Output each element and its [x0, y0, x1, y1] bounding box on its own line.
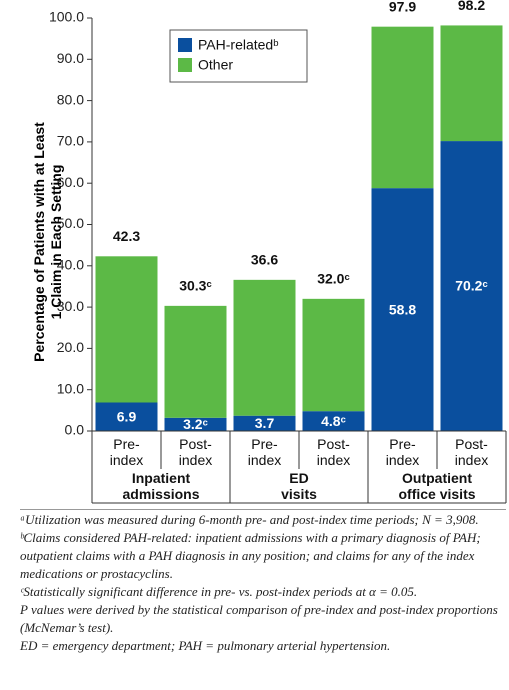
legend-label: PAH-relatedᵇ — [198, 37, 279, 53]
group-label: Outpatient office visits — [398, 470, 476, 502]
y-tick-label: 30.0 — [57, 298, 84, 314]
y-axis-label: Percentage of Patients with at Least 1 C… — [31, 122, 64, 362]
footnote: P values were derived by the statistical… — [20, 602, 498, 635]
bar-value-label: 70.2ᶜ — [455, 278, 488, 294]
x-tick-label: Post- index — [178, 436, 213, 468]
footnote: ᵃUtilization was measured during 6-month… — [20, 512, 479, 527]
footnotes: ᵃUtilization was measured during 6-month… — [20, 511, 506, 655]
bar-segment — [371, 26, 434, 189]
bar-segment — [302, 411, 365, 431]
legend-label: Other — [198, 57, 233, 73]
bar-segment — [440, 25, 503, 142]
total-label: 42.3 — [113, 228, 140, 244]
legend-swatch — [178, 38, 192, 52]
bar-value-label: 3.2ᶜ — [183, 416, 208, 432]
y-tick-label: 20.0 — [57, 339, 84, 355]
x-tick-label: Pre- index — [109, 436, 144, 468]
footnote-rule — [20, 509, 506, 510]
bar-value-label: 4.8ᶜ — [321, 413, 346, 429]
bar-value-label: 58.8 — [389, 301, 416, 317]
y-tick-label: 0.0 — [65, 422, 85, 438]
x-tick-label: Post- index — [316, 436, 351, 468]
legend-swatch — [178, 58, 192, 72]
total-label: 32.0ᶜ — [317, 271, 350, 287]
bar-segment — [233, 279, 296, 416]
y-tick-label: 50.0 — [57, 215, 84, 231]
footnote: ᵇClaims considered PAH-related: inpatien… — [20, 530, 481, 581]
y-tick-label: 80.0 — [57, 91, 84, 107]
bar-segment — [95, 256, 158, 403]
bar-segment — [95, 402, 158, 431]
total-label: 98.2 — [458, 0, 485, 13]
x-tick-label: Post- index — [454, 436, 489, 468]
bar-segment — [440, 141, 503, 431]
bar-segment — [302, 298, 365, 412]
group-label: Inpatient admissions — [122, 470, 200, 502]
total-label: 30.3ᶜ — [179, 278, 212, 294]
bar-value-label: 3.7 — [255, 415, 275, 431]
y-tick-label: 10.0 — [57, 380, 84, 396]
group-label: ED visits — [281, 470, 317, 502]
footnote: ᶜStatistically significant difference in… — [20, 584, 418, 599]
y-tick-label: 90.0 — [57, 50, 84, 66]
bar-segment — [164, 417, 227, 431]
chart: 0.0 10.0 20.0 30.0 40.0 50.0 60.0 70.0 80.0 90.0 1… — [49, 0, 507, 504]
legend-box — [169, 29, 308, 83]
y-tick-label: 60.0 — [57, 174, 84, 190]
x-tick-label: Pre- index — [247, 436, 282, 468]
bar-segment — [233, 415, 296, 431]
bar-segment — [164, 305, 227, 418]
total-label: 36.6 — [251, 252, 278, 268]
bar-value-label: 6.9 — [117, 408, 137, 424]
y-tick-label: 100.0 — [49, 9, 84, 25]
total-label: 97.9 — [389, 0, 416, 14]
y-tick-label: 40.0 — [57, 257, 84, 273]
bar-segment — [371, 188, 434, 431]
y-tick-label: 70.0 — [57, 133, 84, 149]
footnote: ED = emergency department; PAH = pulmona… — [20, 638, 391, 653]
x-tick-label: Pre- index — [385, 436, 420, 468]
